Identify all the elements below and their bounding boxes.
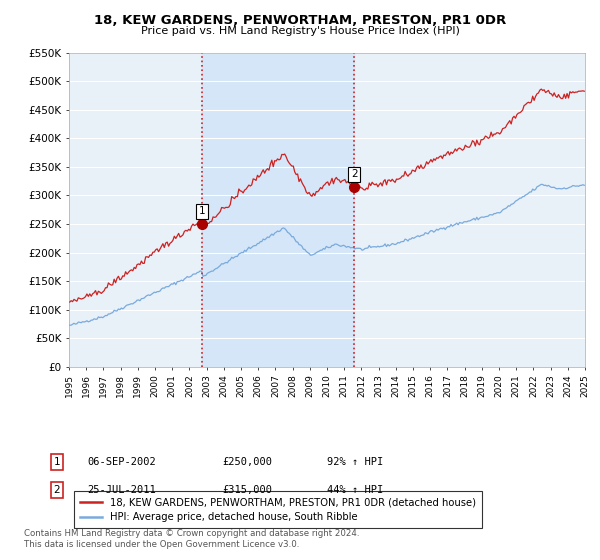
Text: 2: 2 [53, 485, 61, 495]
Text: 1: 1 [199, 207, 206, 216]
Bar [202, 53, 354, 367]
Text: 18, KEW GARDENS, PENWORTHAM, PRESTON, PR1 0DR: 18, KEW GARDENS, PENWORTHAM, PRESTON, PR… [94, 14, 506, 27]
Text: £315,000: £315,000 [222, 485, 272, 495]
Text: 92% ↑ HPI: 92% ↑ HPI [327, 457, 383, 467]
Text: 1: 1 [53, 457, 61, 467]
Text: £250,000: £250,000 [222, 457, 272, 467]
Legend: 18, KEW GARDENS, PENWORTHAM, PRESTON, PR1 0DR (detached house), HPI: Average pri: 18, KEW GARDENS, PENWORTHAM, PRESTON, PR… [74, 491, 482, 528]
Text: 06-SEP-2002: 06-SEP-2002 [87, 457, 156, 467]
Text: 44% ↑ HPI: 44% ↑ HPI [327, 485, 383, 495]
Text: Contains HM Land Registry data © Crown copyright and database right 2024.
This d: Contains HM Land Registry data © Crown c… [24, 529, 359, 549]
Text: 25-JUL-2011: 25-JUL-2011 [87, 485, 156, 495]
Text: 2: 2 [351, 169, 358, 179]
Text: Price paid vs. HM Land Registry's House Price Index (HPI): Price paid vs. HM Land Registry's House … [140, 26, 460, 36]
